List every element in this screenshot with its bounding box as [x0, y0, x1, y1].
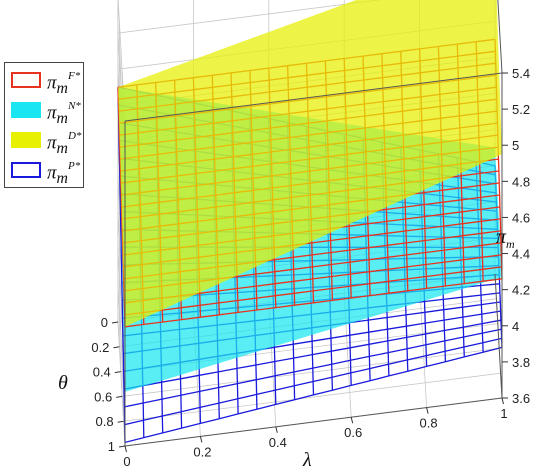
legend-label-n: πmN* — [47, 100, 81, 128]
y-tick-mark — [118, 445, 126, 448]
z-tick-label: 3.6 — [512, 391, 530, 406]
surface-layer — [117, 0, 503, 444]
x-tick-mark — [275, 426, 278, 433]
x-tick-label: 0.6 — [344, 425, 362, 440]
legend-item-d: πmD* — [9, 125, 83, 157]
legend-label-d: πmD* — [47, 130, 82, 158]
surface-d — [118, 0, 502, 327]
z-tick-label: 3.8 — [512, 355, 530, 370]
y-tick-label: 0.8 — [96, 414, 114, 429]
z-axis-title: πm — [496, 226, 515, 251]
z-tick-label: 4 — [512, 319, 519, 334]
tick-layer: 00.20.40.60.8100.20.40.60.813.63.844.24.… — [91, 66, 530, 469]
x-tick-mark — [350, 417, 354, 424]
z-tick-label: 4.8 — [512, 174, 530, 189]
legend: πmF* πmN* πmD* πmP* — [4, 62, 84, 188]
legend-label-f: πmF* — [47, 70, 81, 98]
z-tick-label: 4.4 — [512, 247, 530, 262]
legend-item-n: πmN* — [9, 95, 83, 127]
legend-label-p: πmP* — [47, 160, 81, 188]
legend-swatch-p — [11, 162, 41, 178]
legend-swatch-f — [11, 72, 41, 88]
x-tick-label: 0.8 — [420, 416, 438, 431]
y-tick-mark — [116, 395, 123, 398]
x-tick-mark — [501, 397, 504, 405]
y-tick-mark — [117, 420, 124, 423]
y-tick-mark — [113, 346, 120, 349]
z-tick-label: 5 — [512, 138, 519, 153]
legend-swatch-n — [11, 102, 41, 118]
legend-item-p: πmP* — [9, 155, 83, 187]
x-tick-label: 1 — [500, 406, 507, 421]
y-tick-label: 1 — [108, 439, 115, 454]
chart-box-front — [124, 0, 503, 447]
z-tick-label: 5.2 — [512, 102, 530, 117]
y-tick-mark — [114, 371, 121, 374]
x-tick-mark — [199, 436, 203, 443]
y-axis-title: θ — [58, 372, 68, 394]
z-axis-title-sub: m — [506, 237, 515, 251]
y-tick-label: 0 — [101, 315, 108, 330]
z-axis-title-base: π — [496, 226, 507, 248]
z-tick-label: 5.4 — [512, 66, 530, 81]
x-tick-mark — [124, 445, 127, 453]
x-tick-mark — [426, 407, 429, 414]
legend-swatch-d — [11, 132, 41, 148]
z-tick-label: 4.2 — [512, 283, 530, 298]
x-axis-title: λ — [302, 449, 312, 471]
y-tick-mark — [111, 321, 119, 324]
y-tick-label: 0.6 — [94, 389, 112, 404]
legend-item-f: πmF* — [9, 65, 83, 97]
y-tick-label: 0.2 — [91, 340, 109, 355]
y-tick-label: 0.4 — [93, 365, 111, 380]
x-tick-label: 0.4 — [269, 435, 287, 450]
x-tick-label: 0 — [123, 454, 130, 469]
x-tick-label: 0.2 — [193, 444, 211, 459]
z-tick-label: 4.6 — [512, 210, 530, 225]
